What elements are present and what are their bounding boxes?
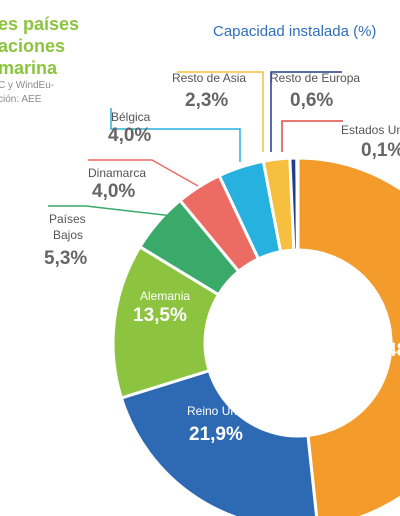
leader-line-5 bbox=[48, 205, 174, 217]
slice-estados-unidos bbox=[295, 156, 300, 252]
label-estados-unidos-name: Estados Unid bbox=[341, 123, 400, 137]
label-estados-unidos-value: 0,1% bbox=[361, 140, 400, 161]
label-reino-unido-name: Reino Unido bbox=[187, 404, 253, 418]
leader-line-3 bbox=[110, 108, 241, 162]
slice-reino-unido-partial- bbox=[296, 156, 400, 516]
label-dinamarca-value: 4,0% bbox=[92, 181, 135, 202]
label-alemania-name: Alemania bbox=[140, 289, 190, 303]
leader-line-4 bbox=[88, 159, 199, 187]
source-line-1: C y WindEu- bbox=[0, 80, 54, 91]
title-line-3: marina bbox=[0, 58, 58, 78]
label-alemania-value: 13,5% bbox=[133, 305, 187, 326]
label-resto-europa-value: 0,6% bbox=[290, 90, 333, 111]
leader-line-0 bbox=[177, 71, 264, 152]
label-reino-unido-value: 21,9% bbox=[189, 424, 243, 445]
label-paises-bajos-name-2: Bajos bbox=[53, 228, 83, 242]
title-line-2: aciones bbox=[0, 36, 65, 56]
donut-slices bbox=[111, 156, 400, 516]
title-line-1: es países bbox=[0, 14, 79, 34]
leader-lines bbox=[48, 71, 343, 217]
slice-reino-unido bbox=[119, 368, 319, 516]
label-orange-value: 48 bbox=[386, 340, 400, 361]
leader-line-1 bbox=[270, 71, 342, 152]
label-dinamarca-name: Dinamarca bbox=[88, 166, 146, 180]
label-resto-asia-value: 2,3% bbox=[185, 90, 228, 111]
leader-line-2 bbox=[281, 120, 343, 152]
label-resto-europa-name: Resto de Europa bbox=[270, 71, 360, 85]
chart-title: Capacidad instalada (%) bbox=[213, 23, 376, 40]
label-belgica-value: 4,0% bbox=[108, 125, 151, 146]
source-line-2: ción: AEE bbox=[0, 94, 42, 105]
label-paises-bajos-value: 5,3% bbox=[44, 248, 87, 269]
label-paises-bajos-name-1: Países bbox=[49, 212, 86, 226]
label-belgica-name: Bélgica bbox=[111, 110, 151, 124]
label-resto-asia-name: Resto de Asia bbox=[172, 71, 246, 85]
slice-labels: Resto de Asia 2,3% Resto de Europa 0,6% … bbox=[44, 71, 400, 445]
